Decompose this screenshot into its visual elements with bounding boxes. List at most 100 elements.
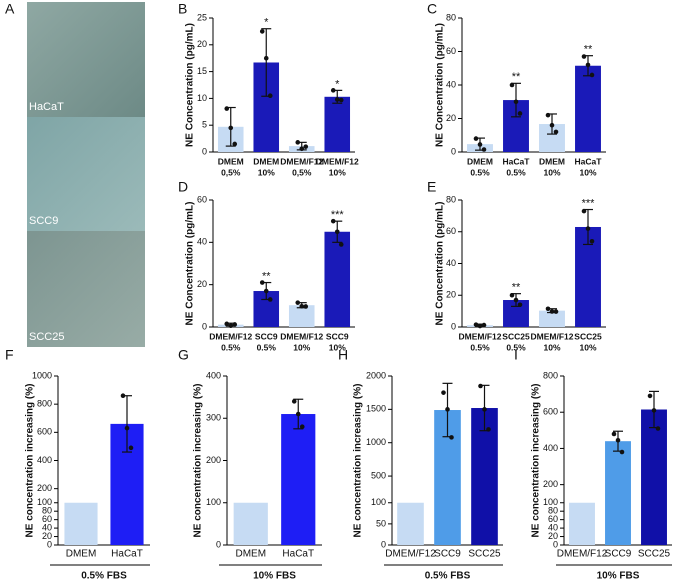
y-tick-label: 100	[371, 497, 386, 507]
group-label: 10% FBS	[253, 571, 296, 582]
data-point	[647, 393, 653, 399]
x-tick-label: SCC25	[574, 331, 602, 341]
x-tick-label: 0.5%	[506, 342, 526, 352]
y-tick-label: 600	[37, 427, 52, 437]
bar	[324, 231, 351, 327]
y-tick-label: 80	[446, 194, 456, 204]
data-point	[481, 147, 487, 152]
x-tick-label: 0.5%	[506, 167, 526, 177]
data-point	[224, 106, 230, 111]
data-point	[655, 426, 661, 431]
bar	[575, 65, 601, 152]
data-point	[449, 435, 454, 440]
micrograph	[27, 2, 145, 117]
y-tick-label: 40	[548, 522, 558, 532]
x-tick-label: DMEM	[467, 156, 493, 166]
y-tick-label: 1000	[32, 370, 52, 380]
bar	[569, 502, 595, 545]
y-tick-label: 60	[197, 194, 207, 204]
data-point	[486, 427, 491, 432]
significance: *	[264, 17, 269, 29]
y-tick-label: 40	[446, 79, 456, 89]
x-tick-label: DMEM	[235, 549, 266, 560]
data-point	[263, 55, 269, 61]
data-point	[549, 309, 555, 314]
data-point	[473, 136, 479, 141]
y-axis-label: NE concentration increasing (%)	[531, 384, 542, 538]
significance: **	[512, 71, 521, 83]
x-tick-label: DMEM/F12	[531, 331, 574, 341]
y-tick-label: 20	[446, 290, 456, 300]
data-point	[267, 93, 273, 99]
y-axis-label: NE Concentration (pg/mL)	[435, 23, 446, 147]
image-label: SCC9	[29, 215, 58, 227]
data-point	[338, 97, 344, 103]
x-tick-label: DMEM	[539, 156, 565, 166]
y-tick-label: 400	[543, 443, 558, 453]
data-point	[517, 111, 523, 116]
y-axis-label: NE Concentration (pg/mL)	[185, 202, 196, 326]
x-tick-label: DMEM/F12	[385, 549, 436, 560]
data-point	[228, 125, 234, 131]
y-tick-label: 20	[42, 531, 52, 541]
x-tick-label: 10%	[543, 167, 560, 177]
data-point	[581, 54, 587, 59]
data-point	[299, 146, 305, 152]
bar	[288, 305, 315, 327]
significance: **	[584, 44, 593, 56]
data-point	[517, 302, 523, 308]
bar	[64, 502, 98, 545]
x-tick-label: SCC9	[255, 331, 278, 341]
y-tick-label: 25	[197, 12, 207, 22]
y-tick-label: 100	[37, 497, 52, 507]
data-point	[291, 399, 297, 404]
data-point	[299, 424, 305, 430]
y-axis-label: NE concentration increasing (%)	[193, 384, 204, 538]
data-point	[124, 425, 130, 431]
y-tick-label: 0	[451, 146, 456, 156]
x-tick-label: 10%	[329, 167, 346, 177]
data-point	[295, 140, 301, 145]
y-tick-label: 40	[197, 237, 207, 247]
significance: *	[335, 78, 340, 90]
x-tick-label: 0,5%	[292, 167, 312, 177]
x-tick-label: HaCaT	[111, 549, 143, 560]
data-point	[338, 242, 344, 247]
data-point	[334, 229, 340, 235]
micrograph	[27, 117, 145, 231]
x-tick-label: DMEM/F12	[459, 331, 502, 341]
x-tick-label: DMEM/F12	[280, 156, 323, 166]
data-point	[295, 411, 301, 417]
bar	[281, 414, 316, 545]
y-tick-label: 200	[206, 455, 221, 465]
data-point	[259, 280, 265, 285]
y-tick-label: 0	[47, 539, 52, 549]
x-tick-label: DMEM/F12	[209, 331, 252, 341]
data-point	[651, 408, 657, 413]
y-axis-label: NE concentration increasing (%)	[25, 384, 36, 538]
image-label: SCC25	[29, 331, 64, 343]
x-tick-label: SCC25	[502, 331, 530, 341]
y-tick-label: 0	[202, 321, 207, 331]
data-point	[267, 297, 273, 302]
x-tick-label: 10%	[293, 342, 310, 352]
y-tick-label: 0	[553, 539, 558, 549]
data-point	[513, 297, 519, 303]
y-tick-label: 600	[543, 407, 558, 417]
significance: ***	[331, 209, 345, 221]
bar	[605, 441, 631, 545]
data-point	[585, 226, 591, 231]
y-tick-label: 100	[543, 497, 558, 507]
group-label: 0.5% FBS	[81, 571, 127, 582]
panel-letter: B	[178, 1, 187, 17]
data-point	[553, 129, 559, 135]
data-point	[303, 144, 309, 149]
x-tick-label: SCC9	[434, 549, 461, 560]
data-point	[228, 323, 234, 329]
panel-letter: H	[338, 347, 348, 363]
significance: ***	[582, 197, 596, 209]
x-tick-label: DMEM	[66, 549, 97, 560]
y-tick-label: 5	[202, 120, 207, 130]
data-point	[445, 407, 450, 412]
